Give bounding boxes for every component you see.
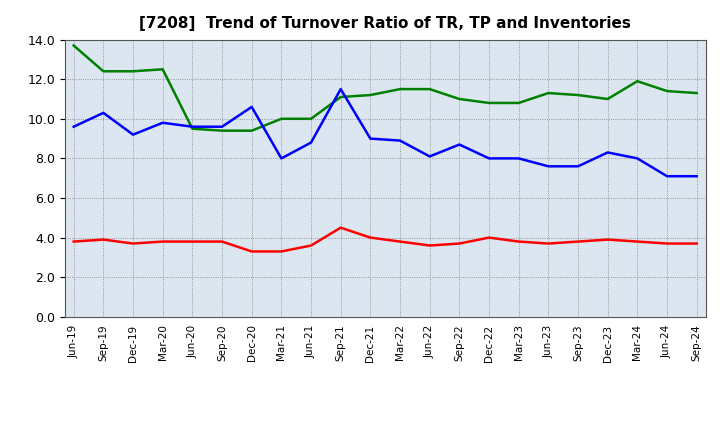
Trade Receivables [485,235,493,240]
Trade Payables [574,164,582,169]
Trade Receivables [248,249,256,254]
Trade Receivables [158,239,167,244]
Inventories [633,78,642,84]
Trade Payables [633,156,642,161]
Trade Payables [277,156,286,161]
Trade Payables [603,150,612,155]
Inventories [544,90,553,95]
Trade Receivables [662,241,671,246]
Trade Receivables [99,237,108,242]
Trade Receivables [336,225,345,231]
Trade Receivables [366,235,374,240]
Trade Payables [455,142,464,147]
Trade Payables [69,124,78,129]
Trade Receivables [307,243,315,248]
Inventories [485,100,493,106]
Trade Receivables [217,239,226,244]
Trade Payables [485,156,493,161]
Inventories [366,92,374,98]
Trade Receivables [544,241,553,246]
Inventories [307,116,315,121]
Inventories [396,86,405,92]
Trade Receivables [455,241,464,246]
Trade Payables [544,164,553,169]
Trade Receivables [426,243,434,248]
Trade Receivables [514,239,523,244]
Trade Receivables [69,239,78,244]
Line: Trade Payables: Trade Payables [73,89,697,176]
Trade Payables [99,110,108,115]
Inventories [99,69,108,74]
Trade Payables [158,120,167,125]
Inventories [603,96,612,102]
Trade Payables [129,132,138,137]
Trade Payables [662,173,671,179]
Trade Payables [426,154,434,159]
Trade Payables [366,136,374,141]
Inventories [426,86,434,92]
Line: Trade Receivables: Trade Receivables [73,228,697,251]
Trade Payables [217,124,226,129]
Inventories [514,100,523,106]
Trade Payables [188,124,197,129]
Inventories [217,128,226,133]
Trade Receivables [693,241,701,246]
Inventories [336,95,345,100]
Inventories [574,92,582,98]
Trade Payables [336,86,345,92]
Trade Receivables [277,249,286,254]
Trade Payables [693,173,701,179]
Inventories [248,128,256,133]
Inventories [277,116,286,121]
Trade Payables [396,138,405,143]
Trade Receivables [188,239,197,244]
Trade Receivables [396,239,405,244]
Trade Receivables [603,237,612,242]
Inventories [188,126,197,131]
Inventories [158,66,167,72]
Trade Payables [514,156,523,161]
Trade Receivables [129,241,138,246]
Inventories [69,43,78,48]
Inventories [455,96,464,102]
Inventories [129,69,138,74]
Inventories [662,88,671,94]
Line: Inventories: Inventories [73,45,697,131]
Trade Payables [248,104,256,110]
Trade Payables [307,140,315,145]
Trade Receivables [633,239,642,244]
Title: [7208]  Trend of Turnover Ratio of TR, TP and Inventories: [7208] Trend of Turnover Ratio of TR, TP… [139,16,631,32]
Inventories [693,90,701,95]
Trade Receivables [574,239,582,244]
